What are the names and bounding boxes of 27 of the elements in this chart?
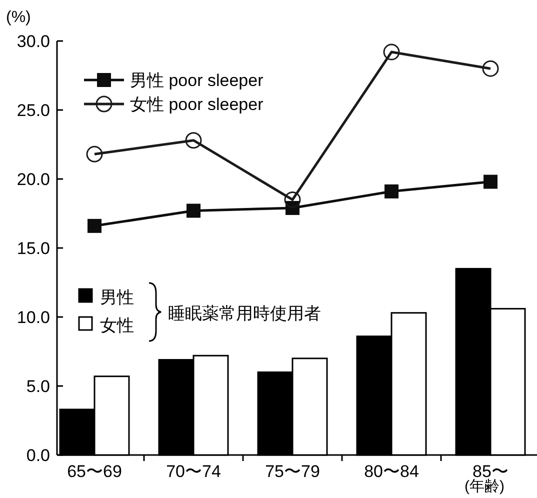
ylabel: (%): [6, 9, 31, 26]
xlabel: (年齢): [464, 478, 504, 495]
xtick: 65〜69: [67, 462, 122, 481]
ytick: 30.0: [16, 32, 50, 51]
point: [482, 60, 499, 77]
legend-label: 女性 poor sleeper: [130, 95, 264, 114]
point: [284, 191, 301, 208]
legend-label: 男性: [100, 288, 134, 307]
point: [88, 218, 102, 233]
point: [383, 44, 400, 60]
xtick: 80〜84: [364, 462, 419, 481]
ytick: 0.0: [26, 446, 50, 465]
legend-label: 女性: [100, 316, 134, 335]
ytick: 15.0: [16, 239, 50, 258]
point: [186, 204, 200, 218]
ytick: 25.0: [16, 101, 50, 120]
xtick: 75〜79: [265, 462, 320, 481]
xtick: 70〜74: [166, 462, 221, 481]
annotation: 睡眠薬常用時使用者: [168, 304, 321, 323]
legend-label: 男性 poor sleeper: [130, 71, 264, 90]
point: [185, 132, 202, 149]
ytick: 5.0: [26, 377, 50, 396]
point: [86, 146, 103, 162]
point: [484, 174, 498, 189]
ytick: 20.0: [16, 170, 50, 189]
point: [384, 184, 398, 198]
ytick: 10.0: [16, 308, 50, 327]
